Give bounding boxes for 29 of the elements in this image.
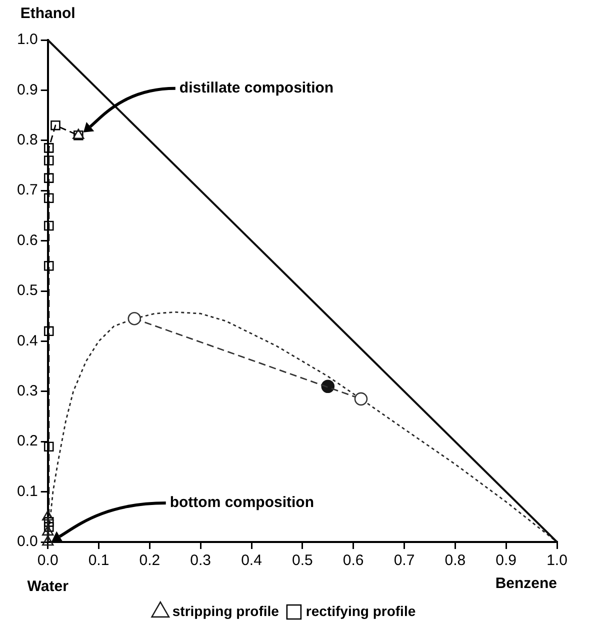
legend-label: rectifying profile [306,602,416,619]
y-axis-title: Ethanol [20,5,76,22]
x-tick-label: 1.0 [546,552,568,570]
x-tick-label: 0.4 [241,552,262,570]
y-tick-label: 1.0 [16,31,38,48]
x-tick-label: 0.7 [394,552,415,570]
x-tick-label: 0.0 [37,552,58,570]
y-tick-label: 0.9 [16,81,38,98]
y-tick-label: 0.4 [16,332,38,350]
x-tick-label: 0.5 [292,552,313,570]
x-tick-label: 0.9 [496,552,517,570]
y-tick-label: 0.8 [16,132,38,149]
x-axis-title: Benzene [495,575,557,592]
y-tick-label: 0.0 [16,533,38,550]
legend-label: stripping profile [172,602,280,619]
y-tick-label: 0.3 [16,382,38,400]
x-tick-label: 0.1 [88,552,110,570]
y-tick-label: 0.7 [16,182,38,199]
y-tick-label: 0.2 [16,432,38,450]
text: Water [27,578,69,596]
x-tick-label: 0.6 [342,552,364,570]
x-tick-label: 0.2 [139,552,160,570]
annotation: bottom composition [170,494,314,512]
y-tick-label: 0.6 [16,232,38,249]
annotation: distillate composition [179,80,334,97]
x-tick-label: 0.3 [190,552,212,570]
x-tick-label: 0.8 [444,552,466,570]
y-tick-label: 0.1 [16,482,38,500]
y-tick-label: 0.5 [16,282,38,300]
